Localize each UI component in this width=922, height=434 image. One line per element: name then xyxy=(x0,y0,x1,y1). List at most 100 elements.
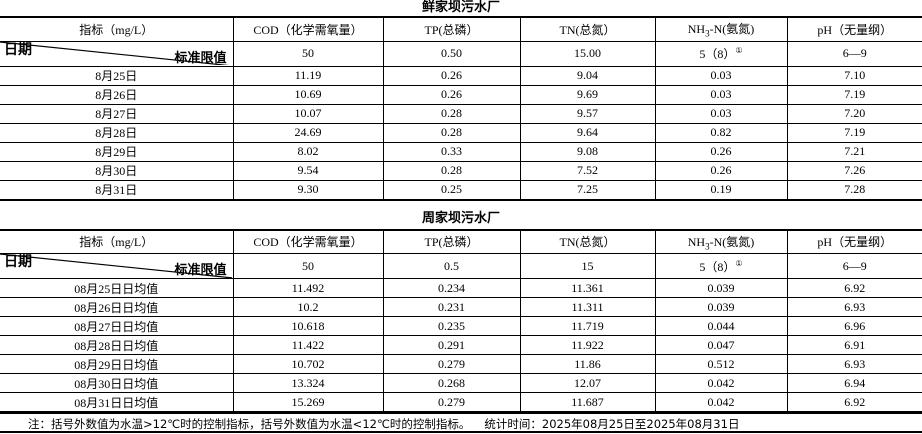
cell-tn: 11.311 xyxy=(519,297,656,317)
column-header-ph: pH（无量纲） xyxy=(786,229,922,254)
table-row: 8月28日 24.69 0.28 9.64 0.82 7.19 xyxy=(0,122,922,143)
row-date: 8月25日 xyxy=(0,65,234,86)
cell-nh3n: 0.047 xyxy=(654,335,788,355)
table-row: 08月25日日均值 11.492 0.234 11.361 0.039 6.92 xyxy=(0,278,922,298)
table-1: 指标（mg/L） COD（化学需氧量） TP(总磷） TN(总氮） NH3-N(… xyxy=(0,16,922,201)
cell-ph: 6.92 xyxy=(786,392,922,413)
row-date: 08月26日日均值 xyxy=(0,297,234,317)
row-date: 8月27日 xyxy=(0,103,234,124)
cell-nh3n: 0.26 xyxy=(654,141,788,162)
corner-split-cell: 日期 标准限值 xyxy=(0,40,234,67)
row-date: 8月30日 xyxy=(0,160,234,181)
cell-tn: 7.25 xyxy=(519,179,656,200)
table-2-title: 周家坝污水厂 xyxy=(421,210,500,226)
cell-ph: 7.19 xyxy=(786,84,922,105)
cell-cod: 10.07 xyxy=(232,103,384,124)
table-row: 8月26日 10.69 0.26 9.69 0.03 7.19 xyxy=(0,84,922,105)
column-header-tn: TN(总氮） xyxy=(519,229,656,254)
cell-tp: 0.291 xyxy=(382,335,521,355)
column-header-nh3n: NH3-N(氨氮) xyxy=(654,229,788,254)
cell-cod: 9.30 xyxy=(232,179,384,200)
limit-cod: 50 xyxy=(232,40,384,67)
cell-ph: 7.26 xyxy=(786,160,922,181)
cell-tn: 11.719 xyxy=(519,316,656,336)
limit-ph: 6—9 xyxy=(786,253,922,279)
limit-tn: 15 xyxy=(519,253,656,279)
cell-tp: 0.33 xyxy=(382,141,521,162)
limit-tp: 0.50 xyxy=(382,40,521,67)
cell-cod: 10.2 xyxy=(232,297,384,317)
cell-tn: 9.64 xyxy=(519,122,656,143)
limit-nh3n: 5（8）① xyxy=(654,253,788,279)
cell-nh3n: 0.03 xyxy=(654,103,788,124)
cell-nh3n: 0.19 xyxy=(654,179,788,200)
cell-ph: 7.28 xyxy=(786,179,922,200)
cell-tn: 11.361 xyxy=(519,278,656,298)
row-date: 08月28日日均值 xyxy=(0,335,234,355)
corner-col-label: 标准限值 xyxy=(174,262,227,277)
column-header-ph: pH（无量纲） xyxy=(786,16,922,42)
cell-tn: 9.04 xyxy=(519,65,656,86)
table-row: 8月27日 10.07 0.28 9.57 0.03 7.20 xyxy=(0,103,922,124)
table-1-header-row: 指标（mg/L） COD（化学需氧量） TP(总磷） TN(总氮） NH3-N(… xyxy=(0,16,922,42)
limit-ph: 6—9 xyxy=(786,40,922,67)
cell-ph: 7.19 xyxy=(786,122,922,143)
cell-ph: 6.94 xyxy=(786,373,922,393)
row-date: 8月28日 xyxy=(0,122,234,143)
cell-cod: 8.02 xyxy=(232,141,384,162)
footnote-bar: 注：括号外数值为水温>12℃时的控制指标，括号外数值为水温<12℃时的控制指标。… xyxy=(0,413,922,433)
table-1-title: 鲜家坝污水厂 xyxy=(421,0,500,15)
limit-nh3n: 5（8）① xyxy=(654,40,788,67)
cell-cod: 10.618 xyxy=(232,316,384,336)
index-label-cell: 指标（mg/L） xyxy=(0,229,234,254)
cell-tp: 0.268 xyxy=(382,373,521,393)
cell-ph: 7.10 xyxy=(786,65,922,86)
cell-tp: 0.234 xyxy=(382,278,521,298)
cell-cod: 11.422 xyxy=(232,335,384,355)
corner-row-label: 日期 xyxy=(4,255,32,270)
diagonal-divider-icon xyxy=(0,42,232,65)
column-header-tn: TN(总氮） xyxy=(519,16,656,42)
cell-nh3n: 0.26 xyxy=(654,160,788,181)
limit-nh3n-footnote-marker: ① xyxy=(735,46,743,55)
table-row: 8月29日 8.02 0.33 9.08 0.26 7.21 xyxy=(0,141,922,162)
diagonal-divider-icon xyxy=(0,254,232,278)
cell-tn: 9.08 xyxy=(519,141,656,162)
table-row: 08月27日日均值 10.618 0.235 11.719 0.044 6.96 xyxy=(0,316,922,336)
row-date: 08月30日日均值 xyxy=(0,373,234,393)
column-header-cod: COD（化学需氧量） xyxy=(232,229,384,254)
cell-tn: 11.922 xyxy=(519,335,656,355)
index-label: 指标（mg/L） xyxy=(79,235,154,250)
corner-split-cell: 日期 标准限值 xyxy=(0,253,234,279)
cell-tp: 0.26 xyxy=(382,84,521,105)
cell-cod: 11.492 xyxy=(232,278,384,298)
limit-nh3n-value: 5（8） xyxy=(699,47,736,61)
cell-cod: 10.69 xyxy=(232,84,384,105)
cell-tn: 11.687 xyxy=(519,392,656,413)
table-row: 08月31日日均值 15.269 0.279 11.687 0.042 6.92 xyxy=(0,392,922,413)
cell-nh3n: 0.82 xyxy=(654,122,788,143)
cell-cod: 13.324 xyxy=(232,373,384,393)
table-row: 08月30日日均值 13.324 0.268 12.07 0.042 6.94 xyxy=(0,373,922,393)
cell-tn: 11.86 xyxy=(519,354,656,374)
cell-ph: 6.96 xyxy=(786,316,922,336)
row-date: 08月31日日均值 xyxy=(0,392,234,413)
cell-tp: 0.28 xyxy=(382,160,521,181)
cell-cod: 11.19 xyxy=(232,65,384,86)
cell-cod: 10.702 xyxy=(232,354,384,374)
limit-tn: 15.00 xyxy=(519,40,656,67)
column-header-tp: TP(总磷） xyxy=(382,16,521,42)
column-header-nh3n: NH3-N(氨氮) xyxy=(654,16,788,42)
cell-nh3n: 0.03 xyxy=(654,65,788,86)
row-date: 08月27日日均值 xyxy=(0,316,234,336)
cell-nh3n: 0.042 xyxy=(654,392,788,413)
cell-nh3n: 0.042 xyxy=(654,373,788,393)
cell-tp: 0.235 xyxy=(382,316,521,336)
cell-tp: 0.231 xyxy=(382,297,521,317)
footnote-note: 注：括号外数值为水温>12℃时的控制指标，括号外数值为水温<12℃时的控制指标。 xyxy=(28,417,471,431)
limit-cod: 50 xyxy=(232,253,384,279)
row-date: 8月29日 xyxy=(0,141,234,162)
corner-col-label: 标准限值 xyxy=(174,49,227,65)
cell-tn: 12.07 xyxy=(519,373,656,393)
